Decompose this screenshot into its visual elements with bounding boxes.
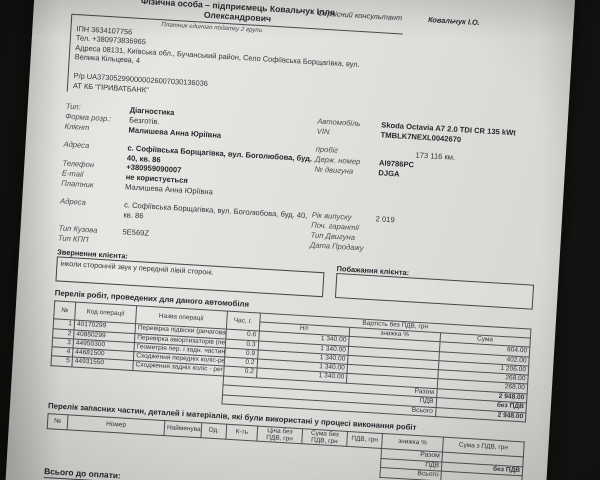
total-due-label: Всього до оплати: [43,465,122,480]
info-section: Тип: Діагностика Форма розр.: Безготів. Кл… [58,102,544,272]
address2-label: Адреса [59,196,87,208]
vehicle-info-column: Автомобіль Skoda Octavia A7 2.0 TDI CR 13… [309,117,543,272]
parts-col-num: № [47,413,69,430]
invoice-paper: Фізична особа – підприємець Ковальчук Іл… [0,0,578,480]
works-col-num: № [53,300,76,321]
header: Фізична особа – підприємець Ковальчук Іл… [66,0,550,120]
works-col-hours: Час, г. [225,311,260,332]
client-info-column: Тип: Діагностика Форма розр.: Безготів. Кл… [58,102,318,259]
parts-col-unit: Од. [200,422,227,440]
parts-col-qty: К-ть [225,424,258,442]
consultant-name: Ковальчук І.О. [427,14,481,28]
